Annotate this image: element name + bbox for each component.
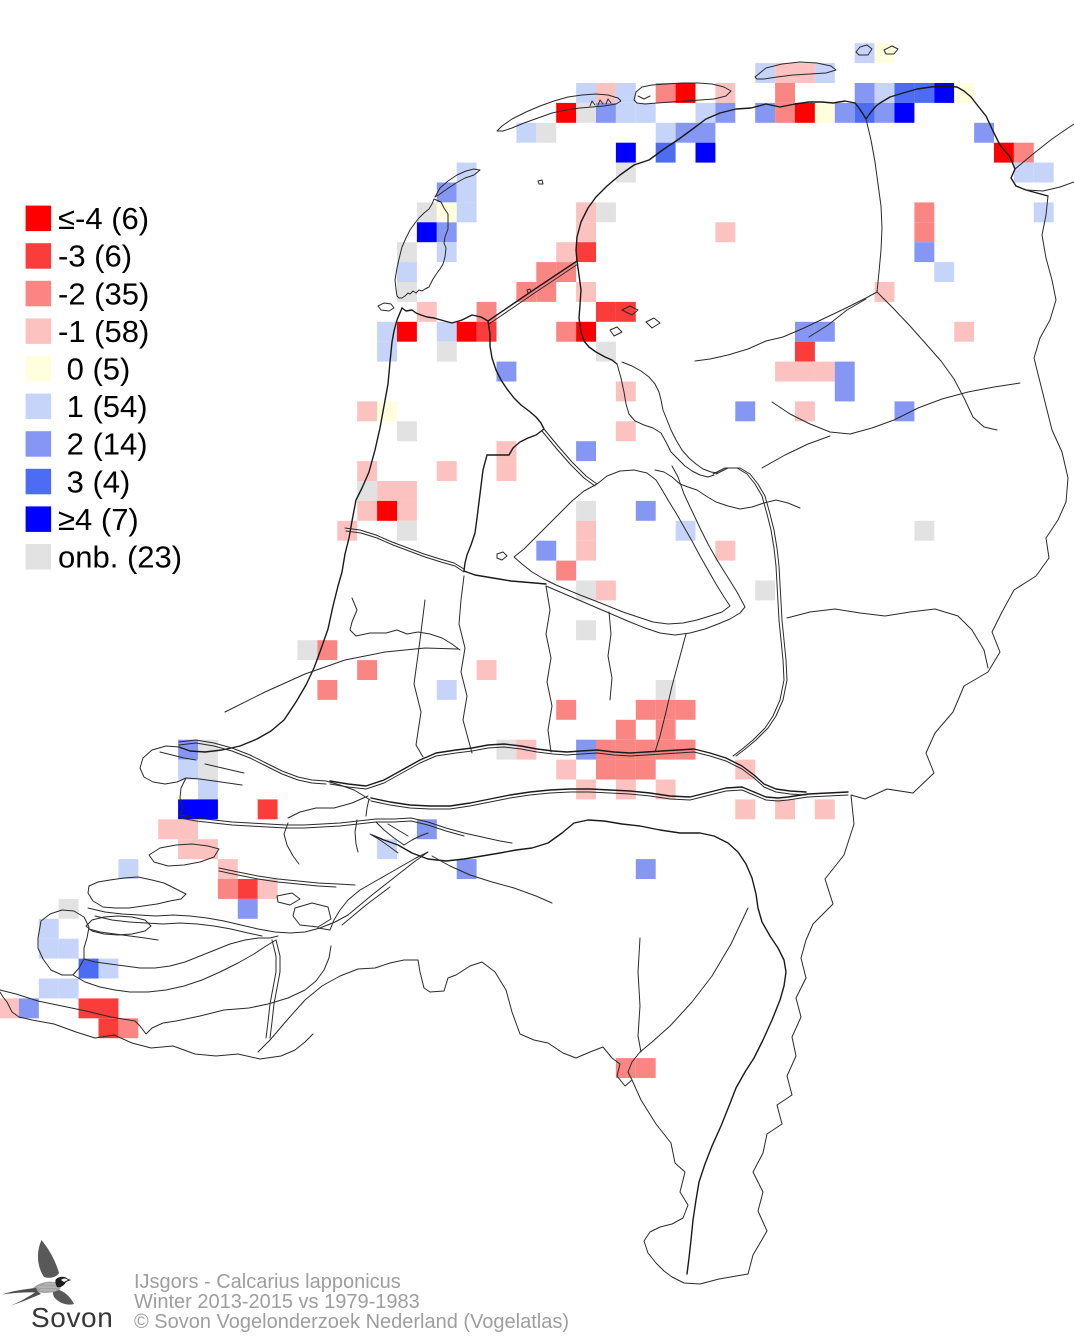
svg-text:onb. (23): onb. (23) (58, 540, 182, 575)
svg-text:Winter 2013-2015 vs 1979-1983: Winter 2013-2015 vs 1979-1983 (134, 1291, 420, 1313)
svg-text:≤-4 (6): ≤-4 (6) (58, 201, 149, 236)
svg-text:-2 (35): -2 (35) (58, 276, 149, 311)
svg-text:0 (5): 0 (5) (58, 352, 130, 387)
svg-text:IJsgors - Calcarius lapponicus: IJsgors - Calcarius lapponicus (134, 1271, 401, 1293)
svg-text:3 (4): 3 (4) (58, 464, 130, 499)
svg-text:2 (14): 2 (14) (58, 427, 148, 462)
svg-text:-1 (58): -1 (58) (58, 314, 149, 349)
svg-text:Sovon: Sovon (31, 1302, 113, 1333)
svg-text:© Sovon Vogelonderzoek Nederla: © Sovon Vogelonderzoek Nederland (Vogela… (134, 1311, 569, 1333)
svg-text:≥4 (7): ≥4 (7) (58, 502, 139, 537)
svg-text:1 (54): 1 (54) (58, 389, 148, 424)
svg-text:-3 (6): -3 (6) (58, 239, 132, 274)
